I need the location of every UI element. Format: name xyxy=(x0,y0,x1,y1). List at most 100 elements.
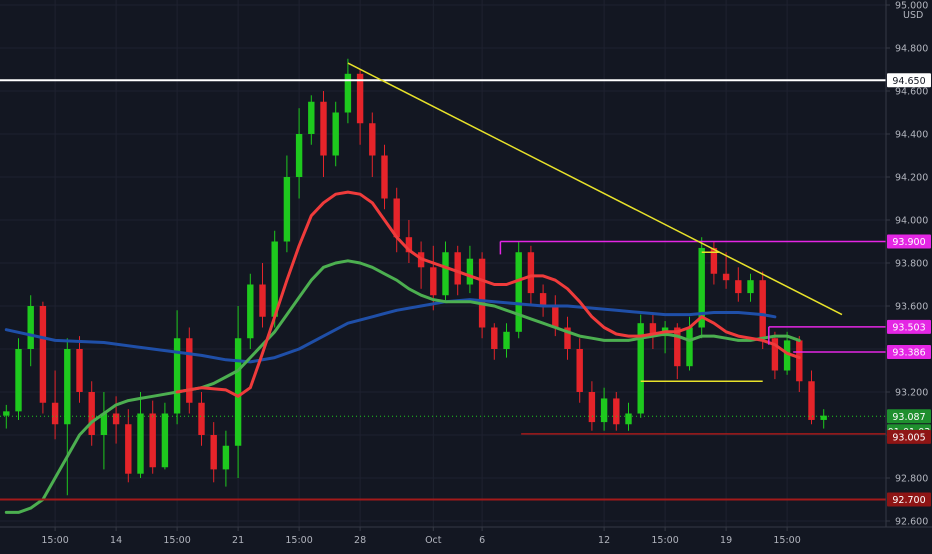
candle-body xyxy=(100,413,108,435)
candle-body xyxy=(588,392,596,423)
candle-body xyxy=(686,327,693,367)
candle-body xyxy=(149,413,156,468)
candle-body xyxy=(674,327,681,367)
candle-body xyxy=(137,413,144,474)
candle-body xyxy=(308,101,315,134)
price-tick-label: 93.200 xyxy=(895,388,928,399)
currency-label: USD xyxy=(903,10,923,21)
time-axis-bg xyxy=(0,527,886,550)
support-low-price-tag-bg xyxy=(887,492,931,507)
time-tick-label: 15:00 xyxy=(285,535,312,546)
candle-body xyxy=(710,247,718,274)
time-tick-label: 15:00 xyxy=(651,535,678,546)
candle-body xyxy=(271,241,278,317)
candle-body xyxy=(515,252,522,332)
candle-body xyxy=(3,411,10,416)
resistance-price-tag-bg xyxy=(887,73,931,88)
candle-body xyxy=(161,413,169,468)
candle-body xyxy=(503,331,510,349)
candle-body xyxy=(283,177,291,242)
price-tick-label: 95.000 xyxy=(895,1,928,12)
price-tick-label: 94.400 xyxy=(895,130,928,141)
candle-body xyxy=(259,284,266,317)
time-tick-label: 28 xyxy=(354,535,366,546)
candle-body xyxy=(39,306,47,403)
candle-body xyxy=(393,198,400,238)
candle-body xyxy=(27,306,34,349)
support-low-price-tag: 92.700 xyxy=(892,495,925,506)
candle-body xyxy=(369,123,376,156)
candle-body xyxy=(698,247,705,328)
candle-body xyxy=(771,338,779,371)
candle-body xyxy=(51,402,59,425)
price-axis-bg xyxy=(886,0,932,550)
candle-body xyxy=(15,349,22,412)
time-tick-label: 21 xyxy=(232,535,244,546)
candle-body xyxy=(210,435,217,470)
candle-body xyxy=(552,306,559,328)
current-price-tag-bg xyxy=(887,409,931,424)
time-tick-label: 12 xyxy=(598,535,610,546)
candle-body xyxy=(112,413,120,425)
candle-body xyxy=(295,134,303,177)
time-tick-label: Oct xyxy=(425,535,442,546)
level-mid-price-tag-bg xyxy=(887,319,931,334)
price-tick-label: 92.600 xyxy=(895,517,928,528)
candle-body xyxy=(344,73,352,113)
candle-body xyxy=(796,340,803,382)
level-high-price-tag-bg xyxy=(887,234,931,249)
candle-body xyxy=(808,381,815,420)
candle-body xyxy=(320,101,327,156)
price-tick-label: 92.800 xyxy=(895,474,928,485)
level-low-price-tag-bg xyxy=(887,345,931,360)
time-tick-label: 15:00 xyxy=(41,535,68,546)
candle-body xyxy=(613,398,620,425)
time-tick-label: 6 xyxy=(479,535,485,546)
candle-body xyxy=(442,252,449,296)
level-high-price-tag: 93.900 xyxy=(892,237,925,248)
candle-body xyxy=(600,398,608,423)
candle-body xyxy=(722,273,730,281)
candle-body xyxy=(198,402,205,435)
candle-body xyxy=(564,327,571,349)
descending-trendline xyxy=(347,62,843,316)
level-low-price-tag: 93.386 xyxy=(892,348,925,359)
candle-body xyxy=(234,338,242,446)
price-tick-label: 94.800 xyxy=(895,44,928,55)
price-tick-label: 93.600 xyxy=(895,302,928,313)
candle-body xyxy=(783,340,791,371)
time-tick-label: 19 xyxy=(720,535,732,546)
candle-body xyxy=(539,293,547,306)
candle-body xyxy=(820,415,827,420)
candle-body xyxy=(125,424,132,474)
candle-body xyxy=(430,267,437,296)
candle-body xyxy=(527,252,535,294)
support-price-tag-bg xyxy=(887,429,931,444)
candle-body xyxy=(173,338,181,414)
candle-body xyxy=(64,349,71,425)
candle-body xyxy=(381,155,388,199)
candle-body xyxy=(637,323,644,414)
level-mid-price-tag: 93.503 xyxy=(892,322,925,333)
candle-body xyxy=(759,280,766,339)
candle-body xyxy=(625,413,632,425)
candle-body xyxy=(491,327,498,349)
candle-body xyxy=(735,280,742,294)
candle-body xyxy=(466,258,474,285)
price-tick-label: 94.600 xyxy=(895,87,928,98)
support-price-tag: 93.005 xyxy=(892,432,925,443)
candle-body xyxy=(576,349,583,392)
moving-average-mid-line xyxy=(4,259,801,514)
moving-average-fast-line xyxy=(175,190,801,398)
time-tick-label: 15:00 xyxy=(163,535,190,546)
price-tick-label: 93.800 xyxy=(895,259,928,270)
candle-body xyxy=(747,280,754,294)
time-tick-label: 15:00 xyxy=(773,535,800,546)
candle-body xyxy=(76,349,83,392)
time-tick-label: 14 xyxy=(110,535,122,546)
current-price-tag: 93.087 xyxy=(892,412,925,423)
price-tick-label: 94.000 xyxy=(895,216,928,227)
candle-body xyxy=(186,338,193,403)
